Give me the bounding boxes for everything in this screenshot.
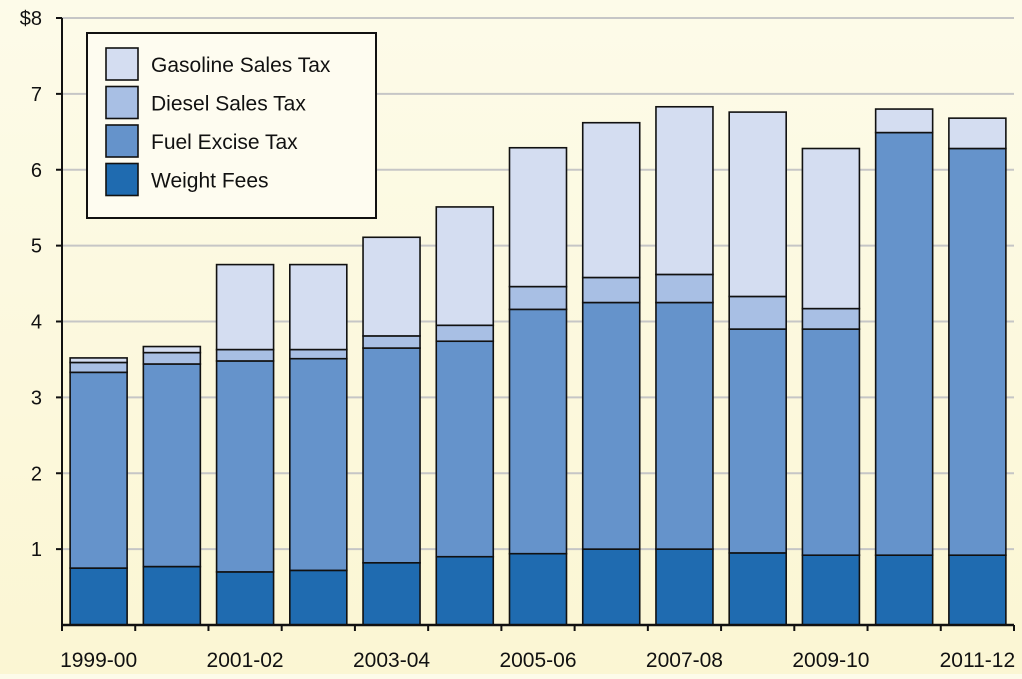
bar-segment [655, 548, 714, 626]
bar-segment [728, 111, 787, 298]
bar-segment [801, 307, 861, 330]
bar-segment [142, 565, 202, 626]
bar-segment [728, 328, 787, 554]
x-tick-label: 1999-00 [60, 649, 137, 672]
bar-segment [948, 117, 1007, 150]
bar-segment [362, 347, 421, 564]
bar-segment [362, 561, 421, 626]
x-tick-label: 2001-02 [207, 649, 284, 672]
bar-segment [69, 357, 128, 364]
bar-segment [581, 301, 641, 550]
bar-segment [435, 555, 495, 626]
bar-segment [655, 273, 714, 304]
bar-segment [289, 263, 348, 351]
legend-swatch [105, 162, 139, 197]
bar-segment [874, 108, 934, 134]
y-tick-label: $8 [20, 8, 42, 30]
bar-segment [581, 121, 641, 279]
bar-segment [142, 345, 202, 354]
bar-segment [142, 351, 202, 365]
bar-segment [801, 328, 861, 556]
x-axis-tick-labels: 1999-00 2001-02 2003-04 2005-06 2007-08 2009-… [60, 649, 1015, 672]
legend-label: Diesel Sales Tax [151, 93, 306, 116]
bar-segment [948, 554, 1007, 626]
x-tick-label: 2011-12 [940, 649, 1016, 672]
bar-segment [508, 552, 568, 626]
x-tick-label: 2003-04 [353, 649, 430, 672]
bar-segment [289, 569, 348, 626]
x-tick-label: 2007-08 [646, 649, 723, 672]
axes [56, 17, 1015, 631]
y-tick-label: 5 [31, 236, 42, 258]
bar-segment [508, 146, 568, 288]
y-tick-label: 3 [31, 387, 42, 409]
bar-segment [362, 236, 421, 337]
y-tick-label: 2 [31, 463, 42, 485]
bar-segment [581, 548, 641, 626]
y-axis-tick-labels: $8 7 6 5 4 3 2 1 [20, 8, 42, 561]
legend-label: Fuel Excise Tax [151, 131, 298, 154]
bar-segment [289, 357, 348, 572]
y-tick-label: 4 [31, 312, 42, 334]
y-tick-label: 6 [31, 160, 42, 182]
bar-segment [801, 554, 861, 626]
bar-segment [508, 285, 568, 311]
bar-segment [874, 554, 934, 626]
legend-label: Weight Fees [151, 170, 269, 193]
bar-segment [69, 567, 128, 626]
x-tick-label: 2009-10 [792, 649, 869, 672]
bar-segment [289, 348, 348, 360]
bar-segment [215, 571, 275, 626]
legend-label: Gasoline Sales Tax [151, 54, 331, 77]
legend-swatch [105, 85, 139, 120]
bar-segment [728, 295, 787, 330]
legend-swatch [105, 47, 139, 81]
bar-segment [215, 360, 275, 573]
bar-segment [728, 552, 787, 626]
y-tick-label: 1 [31, 539, 42, 561]
bar-segment [435, 324, 495, 343]
bar-segment [874, 131, 934, 556]
bars [69, 105, 1007, 626]
y-tick-label: 7 [31, 84, 42, 106]
bar-segment [215, 263, 275, 351]
bar-segment [801, 147, 861, 310]
bar-segment [508, 308, 568, 555]
legend-swatch [105, 124, 139, 158]
bar-segment [215, 348, 275, 362]
legend: Gasoline Sales Tax Diesel Sales Tax Fuel E… [86, 32, 377, 219]
bar-segment [948, 147, 1007, 556]
bar-segment [581, 276, 641, 304]
bar-segment [142, 363, 202, 568]
bar-segment [69, 371, 128, 569]
x-tick-label: 2005-06 [499, 649, 576, 672]
bar-segment [362, 335, 421, 349]
bar-segment [435, 340, 495, 558]
bar-segment [655, 105, 714, 276]
bar-segment [69, 361, 128, 374]
bar-segment [655, 301, 714, 550]
bar-segment [435, 206, 495, 327]
